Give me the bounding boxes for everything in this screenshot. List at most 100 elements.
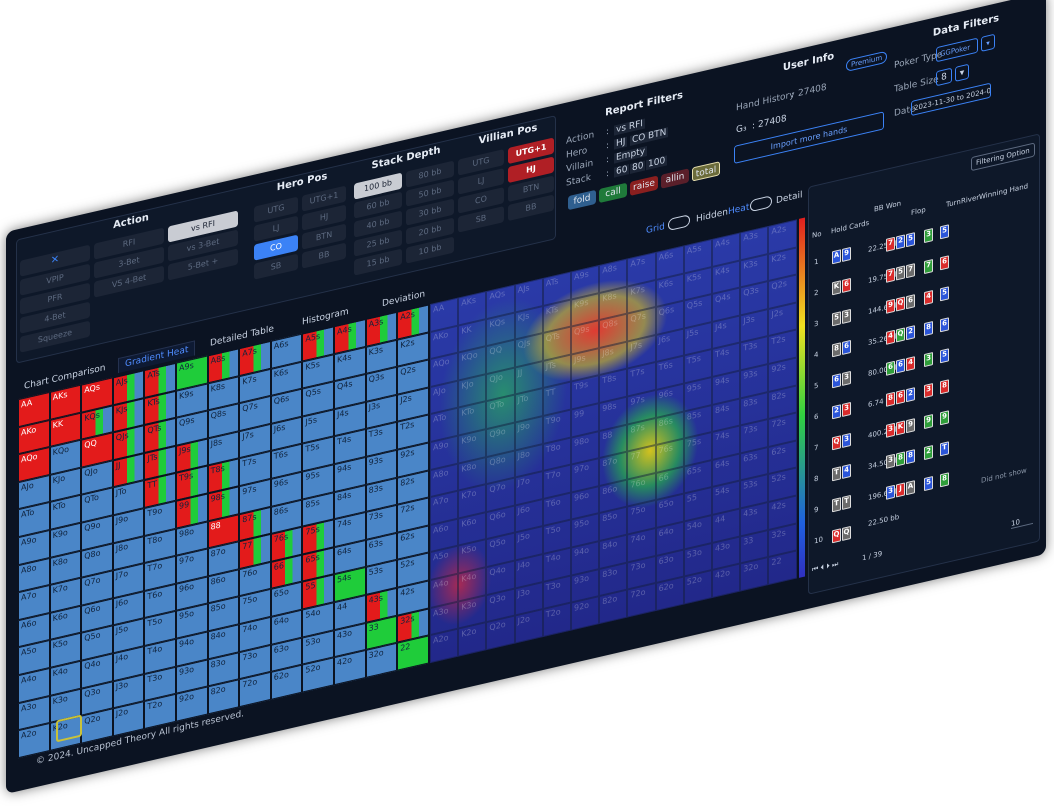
hand-cell[interactable]: 72o xyxy=(239,672,271,707)
report-label: Hero xyxy=(566,145,588,161)
import-button[interactable]: Import more hands xyxy=(734,111,884,164)
card: 8 xyxy=(906,449,915,465)
dropdown-arrow[interactable]: ▾ xyxy=(955,63,969,82)
card: 6 xyxy=(886,360,895,376)
card: 8 xyxy=(896,451,905,467)
hand-cell[interactable]: 92o xyxy=(176,686,208,722)
hand-cell[interactable]: J2o xyxy=(112,701,145,737)
card: 2 xyxy=(896,234,905,250)
value: 27408 xyxy=(758,113,787,131)
heat-cell[interactable]: T2o xyxy=(542,602,571,637)
row-number: 9 xyxy=(814,505,819,515)
report-value: HJ xyxy=(614,136,628,150)
legend-button[interactable]: total xyxy=(692,161,720,182)
card: 6 xyxy=(940,317,949,333)
card: A xyxy=(832,249,841,265)
report-value: 100 xyxy=(646,155,668,171)
card: T xyxy=(842,494,851,510)
card: 4 xyxy=(924,289,933,306)
heat-cell[interactable]: 52o xyxy=(683,570,712,605)
heat-cell[interactable]: 92o xyxy=(571,596,600,631)
heat-cell[interactable]: A2o xyxy=(430,628,459,663)
hand-cell[interactable]: 62o xyxy=(270,664,303,700)
row-number: 6 xyxy=(814,412,819,422)
heat-cell[interactable]: Q2o xyxy=(486,615,515,650)
label: Table Size xyxy=(894,74,939,95)
card: 9 xyxy=(886,298,895,314)
card: 8 xyxy=(832,342,841,358)
card: 3 xyxy=(924,382,933,399)
card: 4 xyxy=(886,329,895,345)
toggle-switch[interactable] xyxy=(668,214,690,232)
card: 4 xyxy=(906,356,915,372)
report-value: BTN xyxy=(646,127,669,143)
dropdown[interactable]: GGPoker xyxy=(936,37,978,63)
card: 8 xyxy=(940,472,949,488)
toggle-label[interactable]: Hidden xyxy=(696,207,728,225)
heat-cell[interactable]: K2o xyxy=(458,622,487,657)
card: 9 xyxy=(940,410,949,426)
row-number: 3 xyxy=(814,319,819,329)
card: 2 xyxy=(906,387,915,403)
toggle-label[interactable]: Heat xyxy=(728,202,750,218)
heat-cell[interactable]: 42o xyxy=(712,563,741,598)
row-number: 4 xyxy=(814,350,819,360)
card: 8 xyxy=(924,320,933,337)
separator: : xyxy=(752,121,756,132)
report-value: 80 xyxy=(630,160,646,174)
legend-button[interactable]: call xyxy=(599,182,627,204)
label: G₃ xyxy=(736,123,747,136)
hand-cell[interactable]: 52o xyxy=(302,657,334,693)
card: 5 xyxy=(896,265,905,281)
separator: : xyxy=(606,168,610,180)
hand-cell[interactable]: A2o xyxy=(18,723,50,759)
card: 6 xyxy=(896,358,905,374)
card: T xyxy=(832,466,841,482)
row-number: 8 xyxy=(814,474,819,484)
heat-cell[interactable]: 32o xyxy=(740,557,769,592)
separator: : xyxy=(791,90,795,101)
hand-cell[interactable]: 32o xyxy=(365,642,398,678)
card: 8 xyxy=(940,379,949,395)
heat-cell[interactable]: J2o xyxy=(514,609,543,644)
report-label: Stack xyxy=(566,172,591,189)
hand-cell[interactable]: 22 xyxy=(397,635,429,671)
card: Q xyxy=(896,327,905,343)
card: K xyxy=(896,420,905,436)
dropdown-arrow[interactable]: ▾ xyxy=(981,33,995,52)
card: 3 xyxy=(886,484,895,500)
hand-cell[interactable]: 42o xyxy=(334,650,366,686)
card: 6 xyxy=(940,255,949,271)
heat-cell[interactable]: 62o xyxy=(655,576,684,611)
heat-cell[interactable]: 82o xyxy=(599,589,628,624)
legend-button[interactable]: allin xyxy=(661,168,689,189)
card: 3 xyxy=(924,351,933,368)
card: 7 xyxy=(906,263,915,279)
toggle-label[interactable]: Detail xyxy=(776,190,803,207)
hand-cell[interactable]: 82o xyxy=(207,679,240,715)
card: Q xyxy=(832,528,841,544)
card: 9 xyxy=(906,418,915,434)
card: K xyxy=(832,280,841,296)
separator: : xyxy=(606,126,610,138)
legend-button[interactable]: raise xyxy=(630,175,658,196)
card: A xyxy=(906,480,915,496)
heat-cell[interactable]: 22 xyxy=(768,550,797,585)
row-number: 2 xyxy=(814,288,819,298)
card: 6 xyxy=(906,294,915,310)
app-panel: Action RFI vs RFI VPIP 3-Bet vs 3-Bet PFR VS 4-… xyxy=(6,0,1046,794)
card: Q xyxy=(832,435,841,451)
card: 4 xyxy=(842,463,851,479)
heat-cell[interactable]: 72o xyxy=(627,583,656,618)
card: 2 xyxy=(832,404,841,420)
dropdown[interactable]: 8 xyxy=(936,67,952,87)
hand-cell[interactable]: Q2o xyxy=(81,708,113,744)
hand-cell[interactable]: T2o xyxy=(144,693,176,729)
card: 9 xyxy=(842,246,851,262)
toggle-switch[interactable] xyxy=(750,195,772,213)
toggle-label[interactable]: Grid xyxy=(646,221,665,237)
row-number: 5 xyxy=(814,381,819,391)
legend-button[interactable]: fold xyxy=(568,189,596,211)
card: 5 xyxy=(940,286,949,302)
